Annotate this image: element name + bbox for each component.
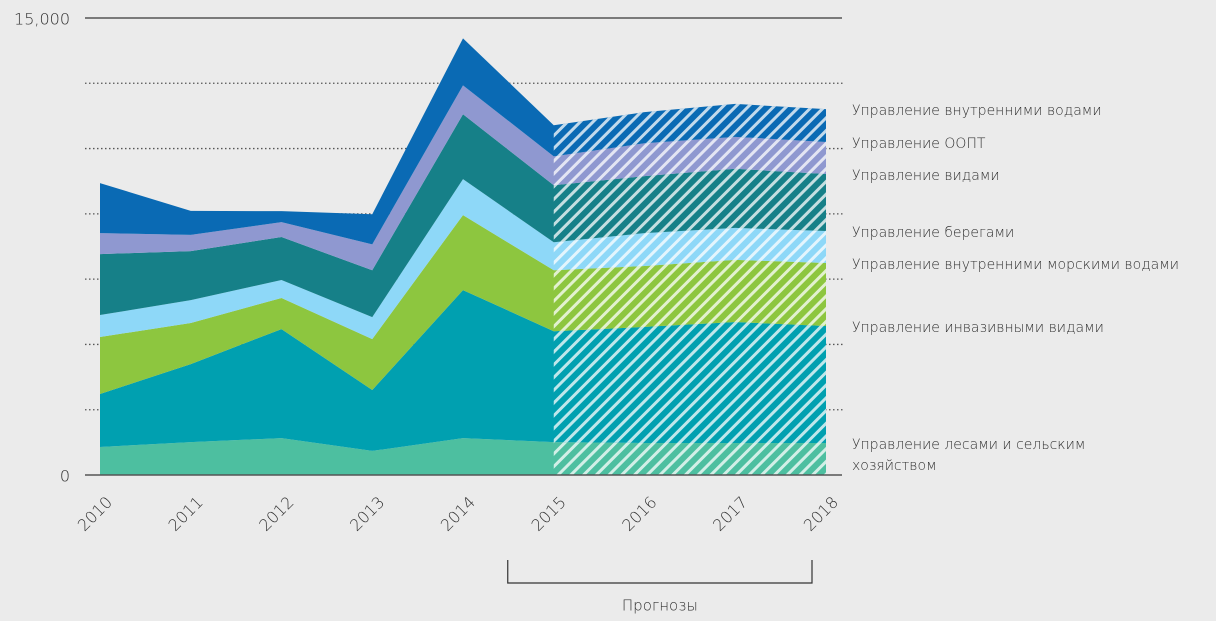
legend-line: Управление лесами и сельским bbox=[852, 437, 1085, 453]
forecast-hatch bbox=[553, 103, 826, 157]
forecast-hatch bbox=[553, 442, 826, 475]
x-tick-label: 2013 bbox=[346, 493, 388, 535]
legend-label: Управление видами bbox=[852, 168, 1000, 184]
forecast-hatch bbox=[553, 322, 826, 444]
x-tick-label: 2014 bbox=[437, 493, 479, 535]
x-tick-label: 2012 bbox=[255, 493, 297, 535]
x-tick-label: 2016 bbox=[618, 493, 660, 535]
legend-line: хозяйством bbox=[852, 458, 937, 474]
y-tick-label: 0 bbox=[60, 467, 70, 486]
legend-label: Управление инвазивными видами bbox=[852, 320, 1104, 336]
x-tick-label: 2017 bbox=[709, 493, 751, 535]
x-tick-label: 2018 bbox=[800, 493, 842, 535]
legend-label: Управление берегами bbox=[852, 225, 1014, 241]
area bbox=[100, 38, 826, 245]
area bbox=[100, 85, 826, 271]
y-tick-label: 15,000 bbox=[14, 10, 70, 29]
legend-label: Управление ООПТ bbox=[852, 136, 986, 152]
x-tick-label: 2011 bbox=[165, 493, 207, 535]
area bbox=[100, 114, 826, 318]
forecast-hatch bbox=[553, 227, 826, 271]
forecast-bracket bbox=[507, 560, 813, 584]
forecast-hatch bbox=[553, 136, 826, 186]
legend-label: Управление лесами и сельским хозяйством bbox=[852, 437, 1085, 474]
legend-label: Управление внутренними водами bbox=[852, 103, 1102, 119]
forecast-hatch bbox=[553, 168, 826, 243]
forecast-label: Прогнозы bbox=[622, 597, 698, 615]
x-tick-label: 2015 bbox=[528, 493, 570, 535]
x-tick-label: 2010 bbox=[74, 493, 116, 535]
forecast-hatch bbox=[553, 259, 826, 332]
legend-label: Управление внутренними морскими водами bbox=[852, 257, 1179, 273]
